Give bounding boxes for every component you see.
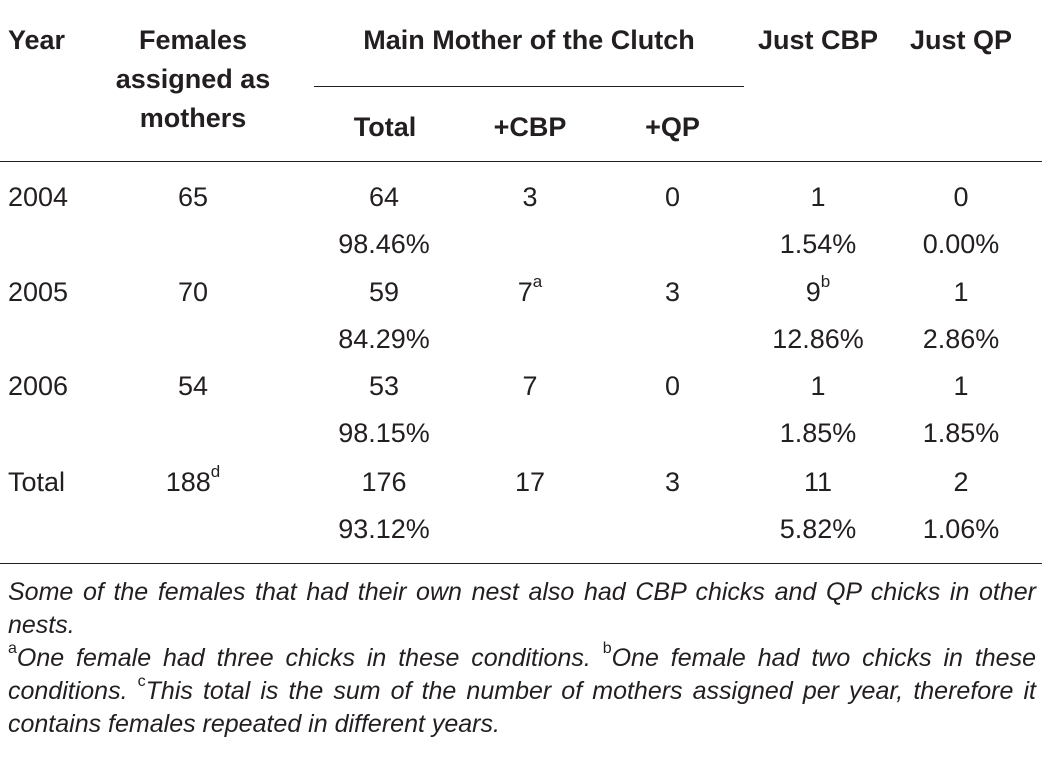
cell-just-cbp-pct: 5.82% — [779, 514, 857, 544]
footnote-abc: aOne female had three chicks in these co… — [8, 639, 1036, 741]
header-just-cbp: Just CBP — [757, 25, 879, 55]
cell-just-qp-pct: 0.00% — [922, 229, 1000, 259]
cell-total: 176 — [361, 467, 407, 497]
cell-total-pct: 98.46% — [338, 229, 430, 259]
cell-year: Total — [8, 467, 66, 497]
header-bottom-rule — [0, 161, 1042, 162]
cell-cbp: 7a — [517, 272, 543, 307]
cell-just-qp: 2 — [953, 467, 969, 497]
header-total: Total — [353, 112, 417, 142]
cell-just-qp-pct: 2.86% — [922, 324, 1000, 354]
cell-just-cbp: 1 — [810, 371, 826, 401]
header-qp-plus: +QP — [645, 112, 700, 142]
cell-qp: 3 — [664, 467, 681, 497]
cell-cbp: 17 — [514, 467, 546, 497]
cell-just-cbp: 1 — [810, 182, 826, 212]
cell-just-cbp-pct: 12.86% — [772, 324, 864, 354]
cell-total-pct: 84.29% — [338, 324, 430, 354]
cell-cbp: 3 — [522, 182, 538, 212]
cell-year: 2005 — [8, 277, 69, 307]
header-females-line3: mothers — [139, 103, 247, 133]
footnote-b-marker: b — [602, 639, 612, 657]
cell-just-cbp-pct: 1.54% — [779, 229, 857, 259]
footnote-c-text: This total is the sum of the number of m… — [8, 677, 1036, 738]
header-females-line1: Females — [138, 25, 248, 55]
header-main-mother: Main Mother of the Clutch — [363, 25, 695, 55]
footnote-c-marker: c — [137, 672, 146, 690]
header-females-line2: assigned as — [115, 64, 271, 94]
cell-just-qp-pct: 1.06% — [922, 514, 1000, 544]
cell-females: 70 — [177, 277, 209, 307]
cell-just-qp: 1 — [953, 371, 969, 401]
table-bottom-rule — [0, 563, 1042, 564]
cell-total: 59 — [368, 277, 400, 307]
cell-just-cbp: 11 — [803, 467, 833, 497]
footnote-main: Some of the females that had their own n… — [8, 578, 1036, 639]
footnote-a-marker: a — [8, 639, 17, 657]
cell-just-qp-pct: 1.85% — [922, 418, 1000, 448]
footnote-b-text: One female had two chicks in these condi… — [8, 644, 1036, 705]
cell-females: 65 — [177, 182, 209, 212]
cell-just-qp: 0 — [953, 182, 969, 212]
header-just-qp: Just QP — [909, 25, 1013, 55]
cell-total-pct: 93.12% — [338, 514, 430, 544]
cell-year: 2004 — [8, 182, 69, 212]
cell-females: 54 — [177, 371, 209, 401]
header-year: Year — [8, 25, 66, 55]
cell-total: 53 — [368, 371, 400, 401]
header-group-rule — [314, 86, 744, 87]
cell-year: 2006 — [8, 371, 69, 401]
cell-qp: 0 — [664, 182, 681, 212]
cell-total: 64 — [368, 182, 400, 212]
cell-females: 188d — [165, 462, 221, 497]
cell-cbp: 7 — [522, 371, 538, 401]
cell-total-pct: 98.15% — [338, 418, 430, 448]
cell-just-cbp-pct: 1.85% — [779, 418, 857, 448]
cell-just-qp: 1 — [953, 277, 969, 307]
footnote-a-text: One female had three chicks in these con… — [16, 644, 591, 672]
cell-qp: 3 — [664, 277, 681, 307]
header-cbp-plus: +CBP — [493, 112, 567, 142]
cell-qp: 0 — [664, 371, 681, 401]
cell-just-cbp: 9b — [805, 272, 831, 307]
